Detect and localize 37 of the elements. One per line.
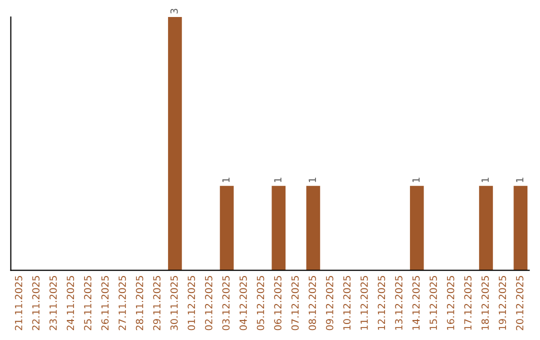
x-tick-label: 04.12.2025 <box>240 276 247 330</box>
x-tick-label: 27.11.2025 <box>118 276 126 330</box>
x-tick-label: 12.12.2025 <box>378 276 386 330</box>
x-tick-label: 02.12.2025 <box>204 276 212 330</box>
x-tick-label: 21.11.2025 <box>14 276 22 330</box>
data-label: 1 <box>308 178 316 182</box>
data-label: 1 <box>412 178 420 182</box>
x-tick-label: 06.12.2025 <box>274 276 282 330</box>
x-tick-label: 28.11.2025 <box>136 276 144 330</box>
x-tick-label: 13.12.2025 <box>395 276 402 330</box>
x-tick-label: 29.11.2025 <box>153 276 160 330</box>
x-tick-label: 23.11.2025 <box>49 276 57 330</box>
data-label: 3 <box>170 8 178 14</box>
x-tick-label: 08.12.2025 <box>308 276 316 330</box>
x-tick-label: 09.12.2025 <box>326 276 334 330</box>
data-label: 1 <box>516 178 524 182</box>
x-tick-label: 19.12.2025 <box>498 276 506 330</box>
x-tick-label: 05.12.2025 <box>256 276 264 330</box>
x-tick-label: 20.12.2025 <box>516 276 524 330</box>
x-tick-label: 25.11.2025 <box>84 276 92 330</box>
x-tick-label: 17.12.2025 <box>464 276 472 330</box>
x-tick-label: 14.12.2025 <box>412 276 420 330</box>
x-tick-label: 26.11.2025 <box>101 276 109 330</box>
x-tick-label: 24.11.2025 <box>66 276 74 330</box>
x-tick-label: 01.12.2025 <box>188 276 196 330</box>
x-tick-label: 15.12.2025 <box>430 276 437 330</box>
x-tick-label: 22.11.2025 <box>32 276 40 330</box>
x-tick-label: 07.12.2025 <box>291 276 299 330</box>
x-tick-label: 03.12.2025 <box>222 276 230 330</box>
data-label: 1 <box>274 178 282 182</box>
x-tick-label: 16.12.2025 <box>446 276 454 330</box>
x-tick-label: 30.11.2025 <box>170 276 178 330</box>
data-label: 1 <box>222 178 230 182</box>
x-tick-label: 18.12.2025 <box>481 276 489 330</box>
x-tick-label: 10.12.2025 <box>343 276 351 330</box>
data-label: 1 <box>482 178 489 182</box>
x-tick-label: 11.12.2025 <box>360 276 368 330</box>
